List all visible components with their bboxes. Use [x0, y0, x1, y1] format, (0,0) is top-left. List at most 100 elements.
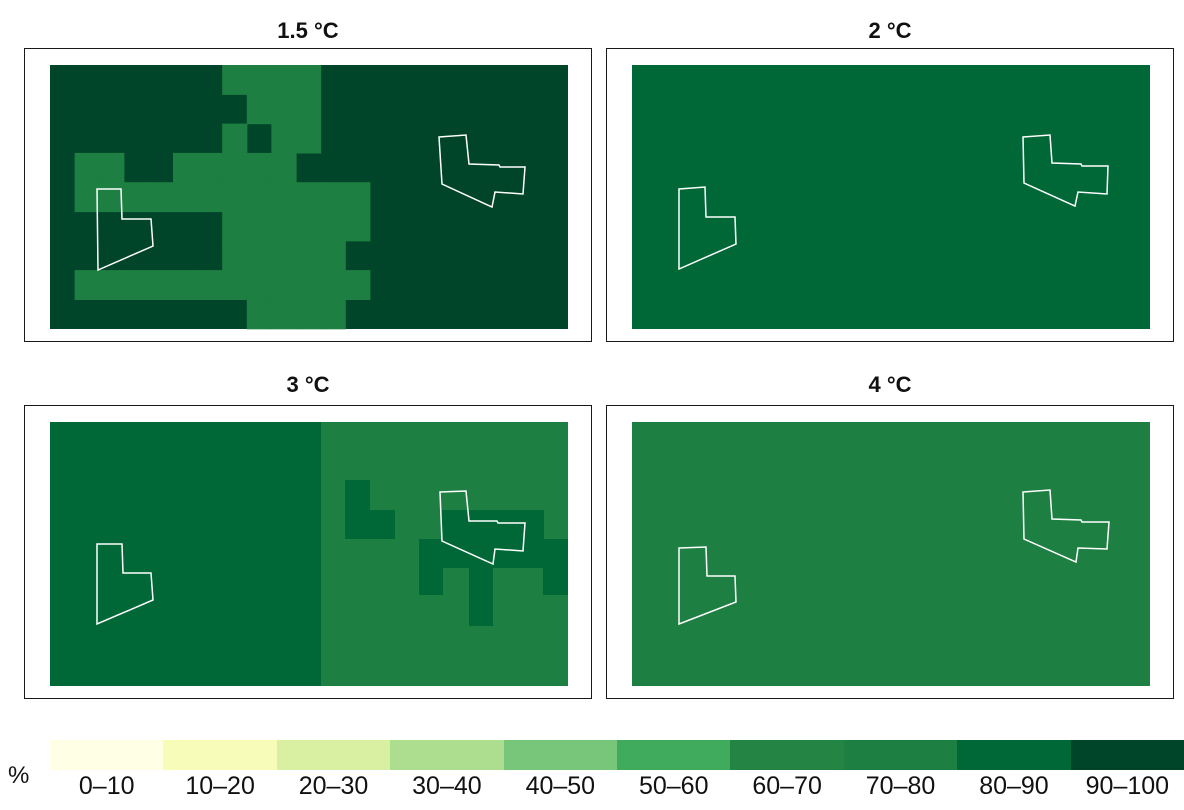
legend-swatch: [50, 740, 164, 770]
panel-title-4: 4 °C: [868, 372, 912, 397]
map-1-cell: [246, 299, 272, 330]
legend-swatch: [957, 740, 1071, 770]
region-outline-east: [439, 490, 526, 566]
map-1-cell: [296, 299, 322, 330]
map-1-cell: [222, 240, 248, 271]
map-1-cell: [246, 211, 272, 242]
legend-swatch: [503, 740, 618, 770]
map-1-cell: [296, 270, 322, 300]
panel-title-3: 3 °C: [286, 372, 330, 397]
map-1-cell: [99, 152, 125, 183]
map-3-left-zone: [50, 422, 321, 686]
map-4-fill: [632, 422, 1150, 686]
map-1-svg: [50, 65, 568, 330]
map-1-cell: [74, 270, 100, 300]
map-1-cell: [173, 270, 199, 300]
legend-label: 90–100: [1085, 772, 1170, 800]
legend-label: 20–30: [298, 772, 369, 800]
region-outline-west: [96, 543, 154, 626]
map-1-cell: [246, 152, 272, 183]
region-outline-east: [1022, 134, 1109, 208]
map-1-cell: [271, 299, 297, 330]
map-3-cell: [345, 510, 395, 539]
map-1-cell: [320, 182, 346, 213]
map-1-cell: [271, 211, 297, 242]
map-1-cell: [222, 211, 248, 242]
map-1-cell: [296, 94, 322, 125]
map-1-cell: [246, 182, 272, 213]
legend-label: 50–60: [638, 772, 709, 800]
panel-title-1: 1.5 °C: [277, 18, 339, 43]
map-1-cell: [222, 123, 248, 154]
map-1-cell: [271, 152, 297, 183]
map-1-cell: [271, 94, 297, 125]
map-1-cell: [74, 182, 100, 213]
map-1-cell: [271, 65, 297, 95]
legend-label: 30–40: [412, 772, 482, 800]
map-1-cell: [197, 152, 223, 183]
map-3-cell: [443, 539, 568, 568]
map-1-cell: [148, 270, 174, 300]
map-3-cells: [345, 480, 568, 626]
map-3-svg: [50, 422, 568, 686]
map-1-cell: [271, 182, 297, 213]
map-1-cell: [148, 182, 174, 213]
map-1-cell: [271, 270, 297, 300]
region-outline-east: [1022, 489, 1110, 564]
map-panel-1: [24, 48, 592, 342]
map-1-cell: [246, 240, 272, 271]
color-legend: [50, 740, 1184, 770]
map-panel-2: [606, 48, 1174, 342]
map-1-cell: [197, 270, 223, 300]
legend-label: 0–10: [78, 772, 135, 800]
legend-swatch: [276, 740, 391, 770]
map-1-cell: [173, 152, 199, 183]
map-2-fill: [632, 65, 1150, 329]
map-1-cell: [296, 182, 322, 213]
map-1-cell: [246, 270, 272, 300]
map-panel-4: [606, 405, 1174, 699]
map-1-grid: [50, 65, 568, 330]
legend-swatch: [730, 740, 844, 770]
map-1-cell: [345, 182, 371, 213]
map-1-cell: [222, 65, 248, 95]
map-1-cell: [296, 240, 322, 271]
map-1-cell: [345, 211, 371, 242]
region-outline-west: [96, 188, 154, 272]
map-1-cell: [99, 270, 125, 300]
legend-label: 40–50: [525, 772, 596, 800]
map-1-cell: [222, 152, 248, 183]
map-1-cell: [320, 211, 346, 242]
region-outline-east: [438, 134, 526, 209]
map-1-cell: [271, 240, 297, 271]
map-3-cell: [441, 510, 544, 539]
legend-swatch: [843, 740, 958, 770]
legend-labels: 0–10 10–20 20–30 30–40 40–50 50–60 60–70…: [50, 772, 1184, 801]
map-1-cell: [173, 182, 199, 213]
map-1-cell: [222, 270, 248, 300]
legend-label: 10–20: [185, 772, 255, 800]
legend-unit: %: [8, 762, 30, 789]
map-1-cell: [320, 240, 346, 271]
map-3-cell: [345, 480, 370, 510]
legend-label: 60–70: [752, 772, 822, 800]
map-1-cell: [123, 182, 149, 213]
legend-label: 70–80: [865, 772, 936, 800]
map-1-cell: [320, 270, 346, 300]
map-1-cell: [296, 211, 322, 242]
panel-title-2: 2 °C: [868, 18, 912, 43]
region-outline-west: [678, 546, 737, 626]
map-2-svg: [632, 65, 1150, 329]
map-1-cell: [222, 182, 248, 213]
legend-swatch: [390, 740, 504, 770]
map-panel-3: [24, 405, 592, 699]
map-1-cell: [197, 182, 223, 213]
map-1-cell: [246, 94, 272, 125]
legend-swatch: [163, 740, 277, 770]
map-1-cell: [345, 270, 371, 300]
map-1-cell: [123, 270, 149, 300]
legend-label: 80–90: [979, 772, 1049, 800]
map-3-cell: [469, 568, 493, 626]
map-1-cell: [320, 299, 346, 330]
legend-swatch: [617, 740, 731, 770]
